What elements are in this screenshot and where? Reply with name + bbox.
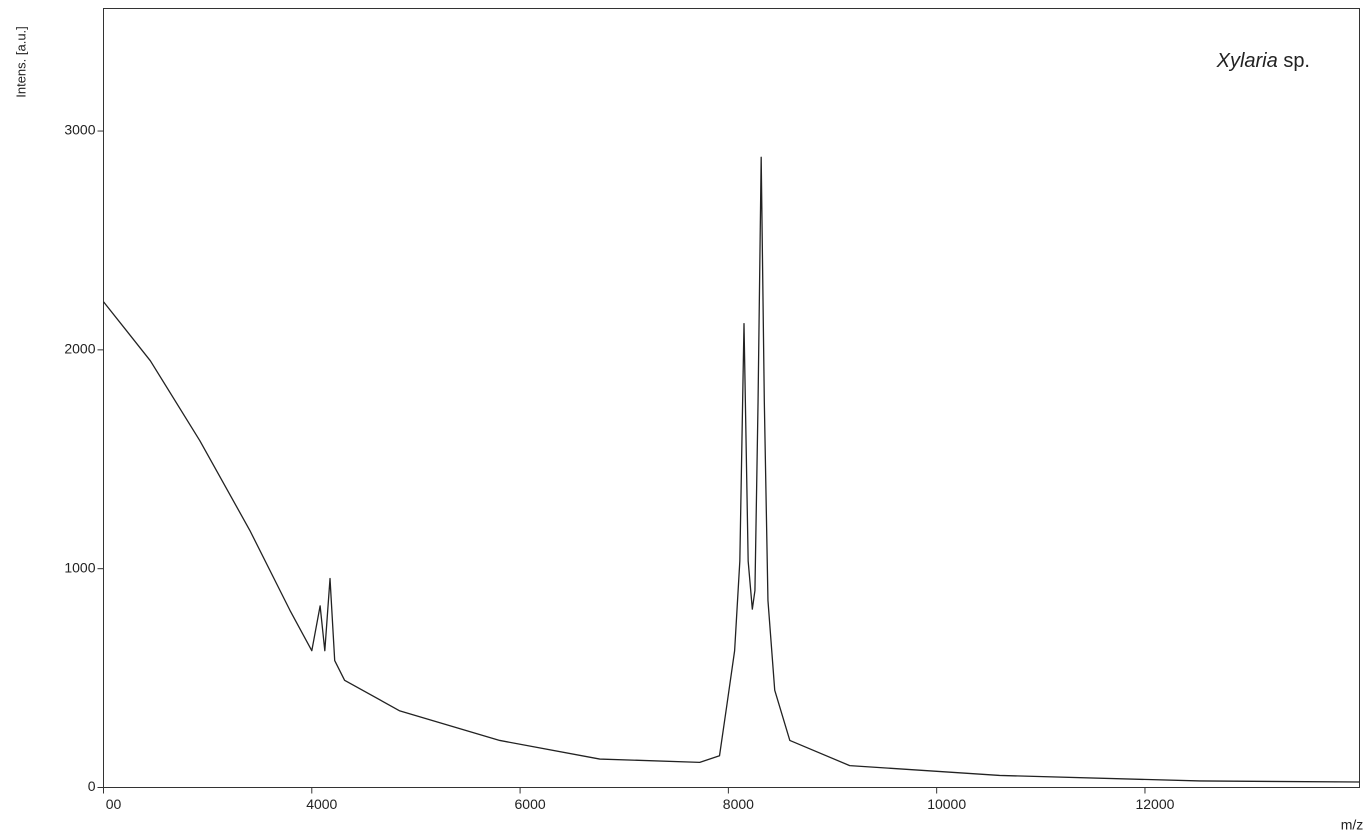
- y-axis-label: Intens. [a.u.]: [13, 26, 28, 98]
- x-tick-label: 10000: [927, 796, 966, 812]
- annotation: Xylaria sp.: [1216, 50, 1310, 72]
- annotation-genus: Xylaria: [1216, 50, 1278, 72]
- x-axis-label: m/z: [1341, 817, 1364, 833]
- x-tick-label: 6000: [515, 796, 546, 812]
- x-tick-label: 12000: [1135, 796, 1174, 812]
- spectrum-line: [102, 156, 1360, 783]
- x-tick-label: 00: [106, 796, 122, 812]
- y-tick-label: 3000: [64, 122, 95, 138]
- x-tick-label: 4000: [306, 796, 337, 812]
- y-tick-label: 0: [88, 778, 96, 794]
- y-tick-label: 1000: [64, 559, 95, 575]
- y-tick-label: 2000: [64, 341, 95, 357]
- x-tick-label: 8000: [723, 796, 754, 812]
- plot-frame: [103, 8, 1360, 788]
- annotation-suffix: sp.: [1283, 50, 1310, 72]
